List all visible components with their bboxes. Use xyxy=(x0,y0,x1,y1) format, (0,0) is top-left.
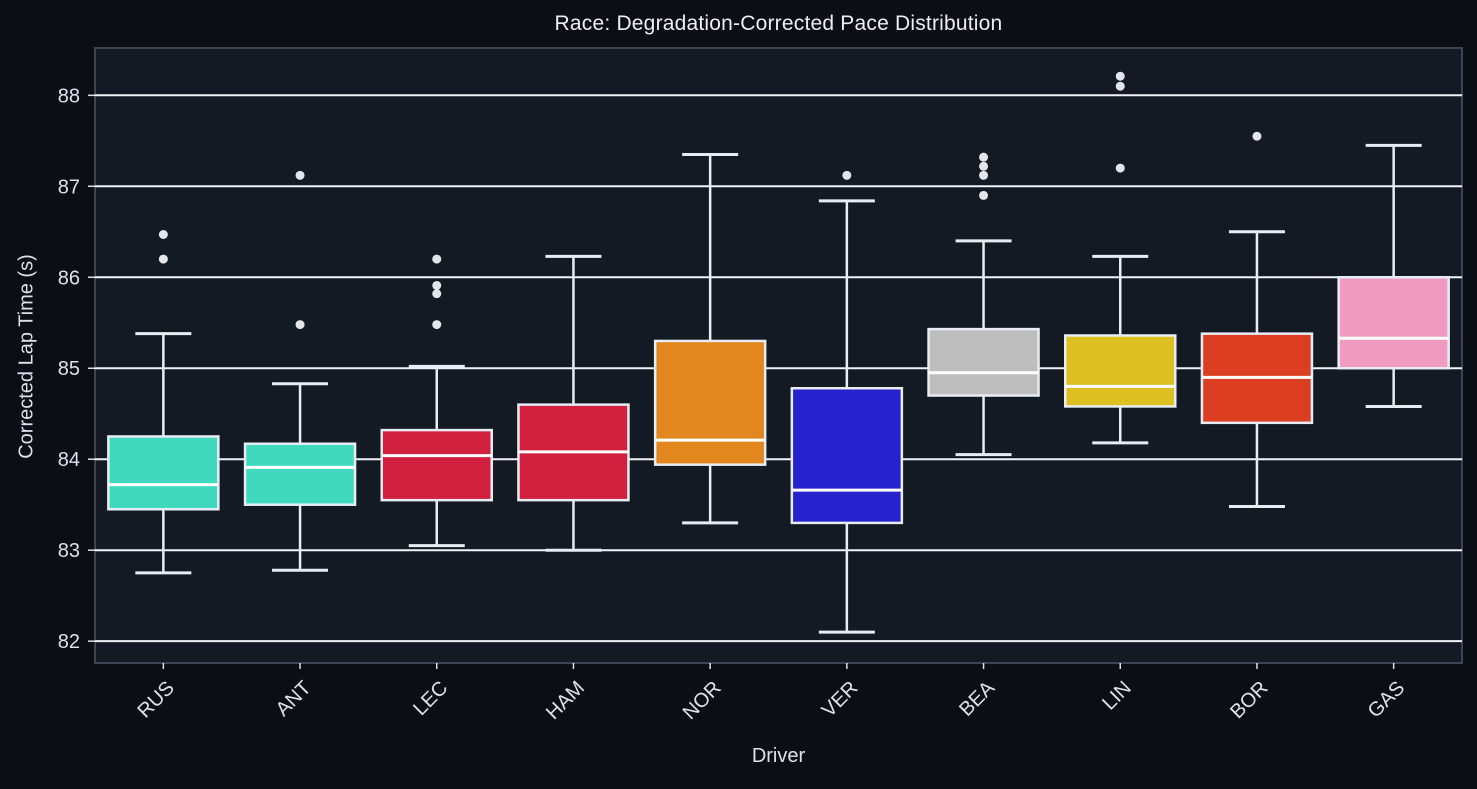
box-lec xyxy=(380,428,493,502)
outlier-point xyxy=(1115,163,1125,173)
box-lin xyxy=(1064,334,1177,408)
x-tick-label: VER xyxy=(818,677,863,722)
outlier-point xyxy=(432,289,442,299)
x-tick-label: BEA xyxy=(955,677,999,721)
y-tick-label: 88 xyxy=(58,85,80,107)
x-tick-label: NOR xyxy=(679,677,726,724)
x-tick-label: HAM xyxy=(542,677,589,724)
outlier-point xyxy=(1115,71,1125,81)
outlier-point xyxy=(432,254,442,264)
outlier-point xyxy=(842,170,852,180)
outlier-point xyxy=(979,190,989,200)
x-tick-label: RUS xyxy=(133,677,178,722)
x-tick-label: GAS xyxy=(1364,677,1409,722)
y-tick-label: 87 xyxy=(58,176,80,198)
outlier-point xyxy=(295,170,305,180)
y-tick-label: 84 xyxy=(58,449,80,471)
y-tick-label: 83 xyxy=(58,540,80,562)
x-tick-label: ANT xyxy=(272,677,316,721)
box-ver xyxy=(790,387,904,525)
x-tick-label: LEC xyxy=(409,677,452,720)
outlier-point xyxy=(979,161,989,171)
outlier-point xyxy=(979,152,989,162)
box-gas xyxy=(1337,276,1450,370)
x-tick-label: BOR xyxy=(1226,677,1272,723)
outlier-point xyxy=(158,230,168,240)
y-tick-label: 82 xyxy=(58,631,80,653)
box-rus xyxy=(107,435,220,511)
outlier-point xyxy=(432,320,442,330)
box-nor xyxy=(653,339,767,466)
outlier-point xyxy=(432,280,442,290)
x-axis-label: Driver xyxy=(751,745,806,767)
chart-title: Race: Degradation-Corrected Pace Distrib… xyxy=(554,12,1003,35)
outlier-point xyxy=(1115,81,1125,91)
outlier-point xyxy=(1252,131,1262,141)
outlier-point xyxy=(979,170,989,180)
y-tick-label: 85 xyxy=(58,358,80,380)
outlier-point xyxy=(158,254,168,264)
y-axis-label: Corrected Lap Time (s) xyxy=(15,254,38,459)
box-ant xyxy=(243,442,357,506)
outlier-point xyxy=(295,320,305,330)
y-tick-label: 86 xyxy=(58,267,80,289)
x-tick-label: LIN xyxy=(1098,677,1136,715)
box-bea xyxy=(927,327,1040,397)
